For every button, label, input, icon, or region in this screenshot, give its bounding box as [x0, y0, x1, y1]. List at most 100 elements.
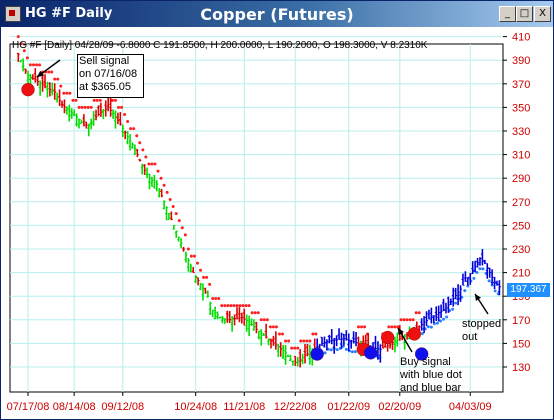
y-tick-label: 410 — [512, 32, 530, 44]
buy-stop-dot — [429, 325, 433, 329]
sell-stop-dot — [156, 169, 160, 173]
sell-stop-dot — [56, 77, 60, 81]
sell-stop-dot — [50, 70, 54, 74]
sell-stop-dot — [71, 98, 75, 102]
sell-stop-dot — [305, 339, 309, 343]
sell-signal-dot — [407, 327, 422, 341]
y-tick-label: 170 — [512, 315, 530, 327]
maximize-button[interactable]: □ — [516, 6, 533, 22]
sell-stop-dot — [220, 304, 224, 308]
sell-stop-dot — [53, 77, 57, 81]
sell-stop-dot — [287, 339, 291, 343]
buy-signal-dot — [310, 347, 324, 361]
sell-stop-dot — [214, 297, 218, 301]
sell-stop-dot — [256, 311, 260, 315]
sell-stop-dot — [202, 275, 206, 279]
current-price-tag: 197.367 — [507, 283, 550, 297]
title-bar[interactable]: HG #F Daily Copper (Futures) _ □ X — [1, 1, 553, 27]
x-tick-label: 01/22/09 — [327, 401, 370, 413]
y-tick-label: 330 — [512, 126, 530, 138]
sell-stop-dot — [314, 332, 318, 336]
sell-stop-dot — [80, 105, 84, 109]
sell-stop-dot — [405, 318, 409, 322]
y-tick-label: 350 — [512, 102, 530, 114]
stopped-arrow-head — [475, 294, 481, 301]
y-tick-label: 310 — [512, 150, 530, 162]
sell-stop-dot — [247, 304, 251, 308]
sell-stop-dot — [302, 339, 306, 343]
sell-stop-dot — [195, 261, 199, 265]
sell-stop-dot — [117, 105, 121, 109]
sell-stop-dot — [311, 332, 315, 336]
sell-stop-dot — [293, 346, 297, 350]
sell-signal-callout: Sell signal on 07/16/08 at $365.05 — [77, 54, 144, 98]
x-tick-label: 10/24/08 — [174, 401, 217, 413]
buy-stop-dot — [420, 332, 424, 336]
sell-stop-dot — [226, 304, 230, 308]
sell-stop-dot — [22, 49, 26, 53]
y-tick-label: 150 — [512, 338, 530, 350]
sell-stop-dot — [132, 127, 136, 131]
sell-stop-dot — [250, 311, 254, 315]
buy-stop-dot — [435, 321, 439, 325]
sell-stop-dot — [244, 304, 248, 308]
buy-stop-dot — [493, 289, 497, 293]
sell-stop-dot — [86, 105, 90, 109]
sell-stop-dot — [271, 325, 275, 329]
sell-stop-dot — [123, 112, 127, 116]
sell-stop-dot — [126, 120, 130, 124]
sell-stop-dot — [68, 91, 72, 95]
sell-stop-dot — [411, 318, 415, 322]
buy-stop-dot — [478, 267, 482, 271]
sell-stop-dot — [253, 311, 257, 315]
sell-stop-dot — [211, 297, 215, 301]
sell-stop-dot — [35, 63, 39, 67]
buy-stop-dot — [353, 350, 357, 354]
sell-stop-dot — [165, 190, 169, 194]
sell-stop-dot — [241, 304, 245, 308]
y-tick-label: 230 — [512, 244, 530, 256]
sell-stop-dot — [47, 70, 51, 74]
price-chart[interactable]: 1301501701902102302502702903103303503703… — [0, 26, 552, 418]
sell-stop-dot — [259, 318, 263, 322]
buy-stop-dot — [463, 289, 467, 293]
buy-stop-dot — [335, 348, 339, 352]
sell-arrow-head — [37, 70, 44, 77]
sell-stop-dot — [59, 84, 63, 88]
sell-stop-dot — [189, 254, 193, 258]
sell-stop-dot — [171, 205, 175, 209]
sell-stop-dot — [360, 325, 364, 329]
app-icon[interactable] — [5, 6, 21, 22]
buy-stop-dot — [481, 267, 485, 271]
sell-stop-dot — [235, 304, 239, 308]
x-tick-label: 04/03/09 — [449, 401, 492, 413]
buy-stop-dot — [341, 344, 345, 348]
sell-stop-dot — [393, 325, 397, 329]
y-tick-label: 390 — [512, 55, 530, 67]
sell-stop-dot — [110, 98, 114, 102]
x-tick-label: 12/22/08 — [274, 401, 317, 413]
sell-stop-dot — [402, 318, 406, 322]
sell-stop-dot — [356, 325, 360, 329]
sell-stop-dot — [89, 105, 93, 109]
close-button[interactable]: X — [534, 6, 551, 22]
buy-signal-annotation: Buy signal with blue dot and blue bar — [400, 356, 462, 395]
buy-signal-dot — [363, 346, 378, 360]
sell-stop-dot — [387, 325, 391, 329]
sell-stop-dot — [399, 318, 403, 322]
sell-stop-dot — [177, 219, 181, 223]
sell-stop-dot — [83, 105, 87, 109]
buy-stop-dot — [442, 317, 446, 321]
stopped-out-annotation: stopped out — [462, 318, 501, 344]
sell-stop-dot — [95, 98, 99, 102]
buy-signal-dot — [415, 347, 429, 361]
sell-stop-dot — [113, 98, 117, 102]
sell-signal-dot — [380, 330, 395, 345]
sell-stop-dot — [205, 275, 209, 279]
minimize-button[interactable]: _ — [499, 6, 516, 22]
sell-stop-dot — [232, 304, 236, 308]
sell-stop-dot — [281, 332, 285, 336]
sell-stop-dot — [284, 339, 288, 343]
sell-stop-dot — [390, 325, 394, 329]
sell-stop-dot — [199, 268, 203, 272]
